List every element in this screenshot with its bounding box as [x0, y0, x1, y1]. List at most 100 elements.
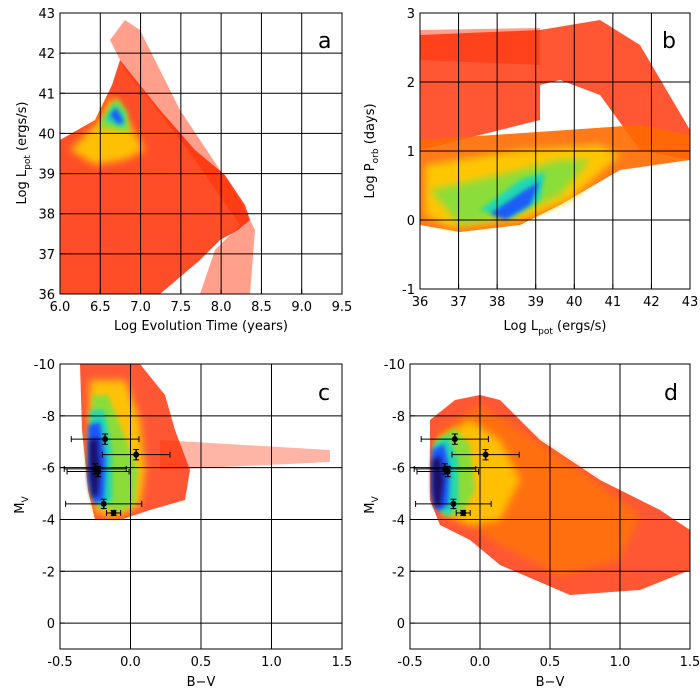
panel-c-letter: c	[318, 381, 330, 406]
panel-b-density-map	[420, 13, 690, 289]
panel-d-observation-1	[451, 449, 520, 461]
observation-point	[444, 468, 451, 475]
panel-d-observation-0	[420, 433, 489, 445]
panel-a-xtick-label-5: 8.5	[251, 300, 272, 315]
panel-a-xtick-label-4: 8.0	[211, 300, 232, 315]
panel-c-ytick-label-5: 0	[47, 617, 55, 632]
observation-point	[95, 468, 102, 475]
panel-a-xtick-label-0: 6.0	[50, 300, 71, 315]
panel-d-ytick-label-0: -10	[384, 358, 405, 373]
panel-a-xtick-label-1: 6.5	[90, 300, 111, 315]
panel-d-ytick-label-1: -8	[392, 410, 405, 425]
panel-d-ytick-label-4: -2	[392, 565, 405, 580]
panel-c-density-faint-streak	[160, 440, 330, 470]
observation-point	[450, 500, 457, 507]
panel-d-ytick-label-2: -6	[392, 462, 405, 477]
panel-d-ytick-label-3: -4	[392, 513, 405, 528]
observation-point	[110, 509, 117, 516]
panel-b-xtick-label-5: 41	[605, 295, 622, 310]
panel-d-density-map	[410, 364, 690, 649]
panel-b-grid	[420, 13, 690, 289]
panel-b-ytick-label-4: 3	[407, 7, 415, 22]
panel-b-ytick-label-0: -1	[402, 283, 415, 298]
panel-a-density-sparse	[110, 20, 255, 294]
observation-point	[482, 451, 489, 458]
panel-d-observation-4	[415, 498, 492, 510]
panel-d-y-label: MV	[363, 495, 381, 513]
panel-a-y-label: Log Lpot (ergs/s)	[15, 102, 33, 205]
panel-a-ytick-label-4: 40	[38, 127, 55, 142]
panel-a-ytick-label-0: 36	[38, 288, 55, 303]
panel-c-observation-5	[106, 509, 122, 517]
observation-point	[133, 451, 140, 458]
panel-a-ytick-label-1: 37	[38, 248, 55, 263]
panel-c-y-label: MV	[13, 495, 31, 513]
panel-d-ytick-label-5: 0	[397, 617, 405, 632]
panel-d-observations	[413, 433, 520, 517]
observation-point	[100, 500, 107, 507]
panel-b: b 36 37 38 39 40 41 42 43 -1 0 1 2 3 Log Lpot (ergs/…	[363, 7, 698, 337]
panel-a-xtick-label-2: 7.0	[130, 300, 151, 315]
panel-a-ticks: 6.0 6.5 7.0 7.5 8.0 8.5 9.0 9.5 36 37 38 39 40 41 42 43	[38, 7, 352, 315]
panel-a-ytick-label-7: 43	[38, 7, 55, 22]
panel-a-ytick-label-2: 38	[38, 208, 55, 223]
panel-c: c -0.5 0.0 0.5 1.0 1.5 -10 -8 -6 -4 -2 0 B−V MV	[13, 358, 352, 690]
panel-b-letter: b	[662, 29, 676, 54]
observation-point	[451, 436, 458, 443]
observation-point	[102, 436, 109, 443]
panel-a-ytick-label-3: 39	[38, 168, 55, 183]
panel-d: d -0.5 0.0 0.5 1.0 1.5 -10 -8 -6 -4 -2 0 B−V MV	[363, 358, 700, 690]
panel-a-xtick-label-6: 9.0	[291, 300, 312, 315]
panel-c-xtick-label-1: 0.0	[120, 655, 141, 670]
observation-point	[460, 509, 467, 516]
panel-b-xtick-label-3: 39	[527, 295, 544, 310]
panel-d-observation-3	[416, 465, 480, 478]
panel-d-letter: d	[664, 381, 678, 406]
panel-d-x-label: B−V	[536, 675, 565, 690]
panel-b-ticks: 36 37 38 39 40 41 42 43 -1 0 1 2 3	[402, 7, 698, 310]
panel-c-x-label: B−V	[187, 675, 216, 690]
panel-a-x-label: Log Evolution Time (years)	[114, 319, 288, 334]
panel-a-density-blue	[110, 108, 124, 124]
panel-c-ytick-label-2: -6	[42, 462, 55, 477]
panel-b-ytick-label-2: 1	[407, 145, 415, 160]
panel-c-xtick-label-2: 0.5	[191, 655, 212, 670]
panel-b-xtick-label-0: 36	[412, 295, 429, 310]
panel-d-grid	[410, 364, 690, 649]
panel-c-observation-3	[66, 465, 130, 478]
panel-b-x-label: Log Lpot (ergs/s)	[504, 319, 607, 337]
panel-c-grid	[60, 364, 342, 649]
panel-a-letter: a	[318, 29, 331, 54]
panel-c-ytick-label-4: -2	[42, 565, 55, 580]
panel-a-density-map	[60, 13, 342, 294]
panel-b-xtick-label-6: 42	[643, 295, 660, 310]
panel-c-observations	[63, 433, 171, 517]
panel-d-xtick-label-1: 0.0	[470, 655, 491, 670]
panel-a-ytick-label-5: 41	[38, 87, 55, 102]
panel-a-xtick-label-7: 9.5	[332, 300, 353, 315]
panel-d-xtick-label-2: 0.5	[540, 655, 561, 670]
panel-c-observation-4	[65, 498, 143, 510]
panel-b-density-sparse-top	[420, 28, 540, 65]
panel-c-xtick-label-0: -0.5	[47, 655, 72, 670]
panel-c-ytick-label-3: -4	[42, 513, 55, 528]
panel-c-ytick-label-1: -8	[42, 410, 55, 425]
panel-b-xtick-label-2: 38	[489, 295, 506, 310]
panel-a-grid	[60, 13, 342, 294]
panel-b-density-blue	[490, 182, 540, 220]
panel-b-xtick-label-1: 37	[450, 295, 467, 310]
panel-b-ytick-label-1: 0	[407, 214, 415, 229]
panel-a-xtick-label-3: 7.5	[171, 300, 192, 315]
panel-d-ticks: -0.5 0.0 0.5 1.0 1.5 -10 -8 -6 -4 -2 0	[384, 358, 700, 670]
panel-b-ytick-label-3: 2	[407, 76, 415, 91]
panel-d-observation-5	[455, 509, 471, 517]
panel-d-xtick-label-3: 1.0	[610, 655, 631, 670]
panel-d-xtick-label-4: 1.5	[680, 655, 700, 670]
panel-a-density-yellow	[70, 95, 145, 165]
panel-a: a 6.0 6.5 7.0 7.5 8.0 8.5 9.0 9.5 36 37 38 39 40 41 42…	[15, 7, 352, 334]
panel-a-frame	[59, 12, 343, 295]
panel-c-ytick-label-0: -10	[34, 358, 55, 373]
panel-a-ytick-label-6: 42	[38, 47, 55, 62]
panel-c-xtick-label-4: 1.5	[332, 655, 353, 670]
